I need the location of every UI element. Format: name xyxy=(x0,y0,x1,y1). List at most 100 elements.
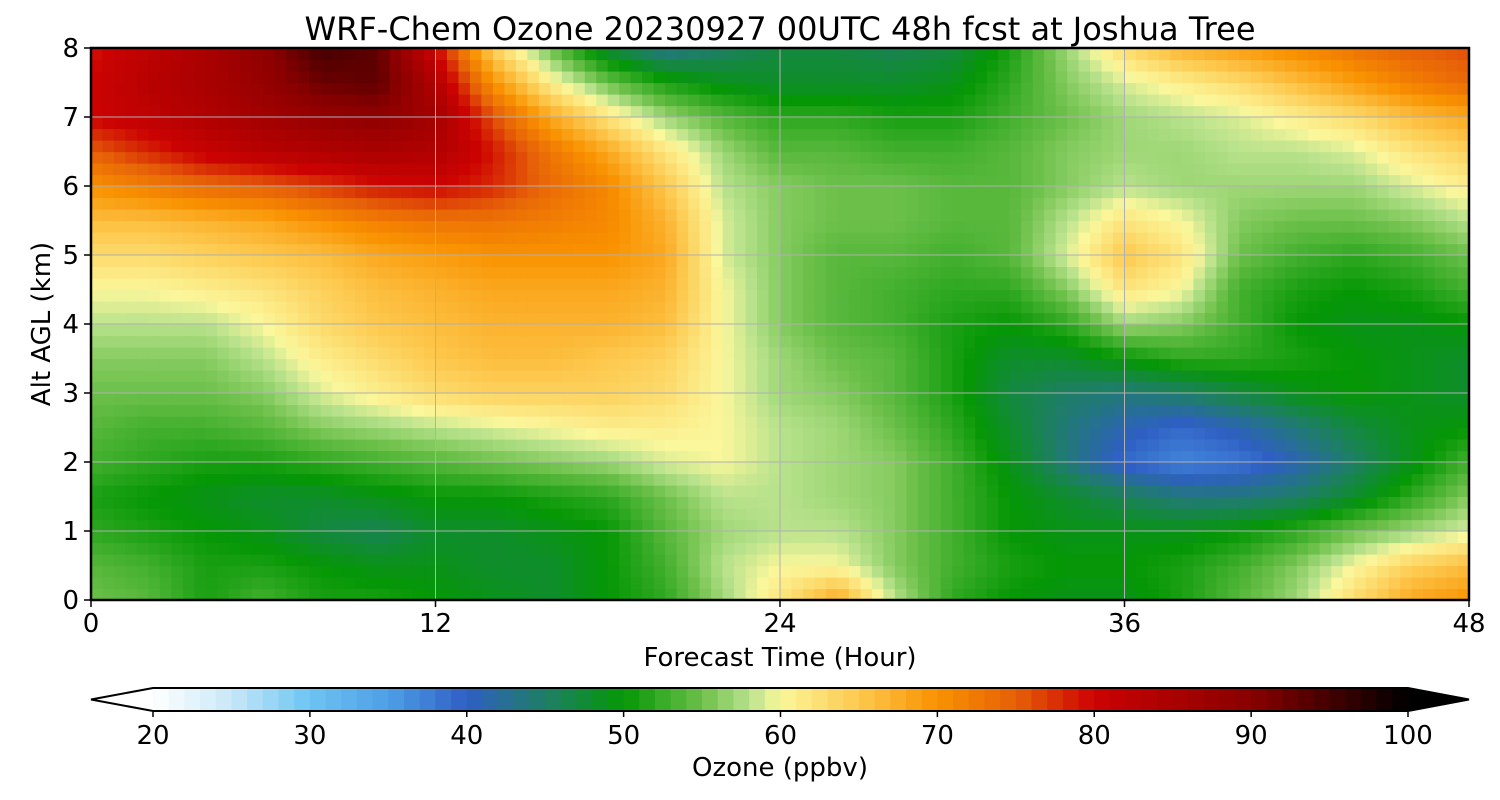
ozone-cell xyxy=(263,450,276,463)
ozone-cell xyxy=(986,243,999,256)
ozone-cell xyxy=(676,404,689,417)
ozone-cell xyxy=(1262,404,1275,417)
ozone-cell xyxy=(1158,577,1172,590)
ozone-cell xyxy=(1354,186,1367,199)
ozone-cell xyxy=(469,439,483,452)
ozone-cell xyxy=(1365,473,1378,486)
ozone-cell xyxy=(274,151,287,164)
ozone-cell xyxy=(1400,439,1413,452)
ozone-cell xyxy=(550,358,563,371)
ozone-cell xyxy=(1423,519,1436,532)
ozone-cell xyxy=(1227,588,1240,600)
ozone-cell xyxy=(527,450,540,463)
ozone-cell xyxy=(1250,554,1263,567)
ozone-cell xyxy=(492,186,505,199)
ozone-cell xyxy=(1354,565,1367,578)
ozone-cell xyxy=(802,243,816,256)
ozone-cell xyxy=(1296,439,1309,452)
ozone-cell xyxy=(768,427,781,440)
ozone-cell xyxy=(1239,186,1252,199)
ozone-cell xyxy=(538,439,551,452)
ozone-cell xyxy=(688,519,701,532)
ozone-cell xyxy=(1296,209,1309,222)
ozone-cell xyxy=(435,117,448,130)
ozone-cell xyxy=(113,416,127,429)
ozone-cell xyxy=(435,542,448,555)
ozone-cell xyxy=(998,289,1011,302)
ozone-cell xyxy=(91,439,104,452)
ozone-cell xyxy=(1434,209,1447,222)
ozone-cell xyxy=(332,588,345,600)
ozone-cell xyxy=(1423,335,1436,348)
ozone-cell xyxy=(113,496,127,509)
ozone-cell xyxy=(1147,140,1160,153)
ozone-cell xyxy=(573,404,586,417)
ozone-cell xyxy=(711,301,724,314)
ozone-cell xyxy=(653,393,666,406)
ozone-cell xyxy=(1423,496,1436,509)
ozone-cell xyxy=(125,508,138,521)
ozone-cell xyxy=(1078,174,1091,187)
ozone-cell xyxy=(1400,312,1413,325)
ozone-cell xyxy=(883,554,896,567)
ozone-cell xyxy=(102,542,115,555)
ozone-cell xyxy=(343,186,356,199)
ozone-cell xyxy=(125,554,138,567)
ozone-cell xyxy=(1147,496,1160,509)
ozone-cell xyxy=(309,255,322,268)
ozone-cell xyxy=(1273,554,1286,567)
ozone-cell xyxy=(642,186,655,199)
ozone-cell xyxy=(424,358,437,371)
ozone-cell xyxy=(584,427,597,440)
ozone-cell xyxy=(1147,128,1160,141)
ozone-cell xyxy=(619,255,632,268)
ozone-cell xyxy=(492,450,505,463)
ozone-cell xyxy=(1170,542,1183,555)
ozone-cell xyxy=(768,335,781,348)
ozone-cell xyxy=(274,565,287,578)
ozone-cell xyxy=(1273,531,1286,544)
ozone-cell xyxy=(378,508,391,521)
ozone-cell xyxy=(699,393,712,406)
ozone-cell xyxy=(825,358,839,371)
ozone-cell xyxy=(975,174,988,187)
ozone-cell xyxy=(1354,542,1367,555)
ozone-cell xyxy=(1170,209,1183,222)
ozone-cell xyxy=(412,243,425,256)
ozone-cell xyxy=(1239,197,1252,210)
ozone-cell xyxy=(389,174,402,187)
ozone-cell xyxy=(883,266,896,279)
ozone-cell xyxy=(1400,485,1413,498)
ozone-cell xyxy=(929,542,942,555)
ozone-cell xyxy=(1181,508,1194,521)
ozone-cell xyxy=(952,358,965,371)
ozone-cell xyxy=(469,496,483,509)
ozone-cell xyxy=(596,542,609,555)
ozone-cell xyxy=(1411,128,1424,141)
ozone-cell xyxy=(458,140,471,153)
ozone-cell xyxy=(297,531,310,544)
ozone-cell xyxy=(894,174,907,187)
ozone-cell xyxy=(1331,450,1344,463)
ozone-cell xyxy=(848,358,861,371)
ozone-cell xyxy=(780,220,793,233)
ozone-cell xyxy=(986,542,999,555)
ozone-cell xyxy=(837,151,850,164)
ozone-cell xyxy=(1342,370,1355,383)
ozone-cell xyxy=(1124,473,1137,486)
ozone-cell xyxy=(607,439,620,452)
ozone-cell xyxy=(538,554,551,567)
ozone-cell xyxy=(1377,278,1390,291)
ozone-cell xyxy=(607,404,620,417)
ozone-cell xyxy=(1101,209,1114,222)
ozone-cell xyxy=(1354,370,1367,383)
ozone-cell xyxy=(619,427,632,440)
ozone-cell xyxy=(320,278,333,291)
ozone-cell xyxy=(825,404,839,417)
ozone-cell xyxy=(883,565,896,578)
ozone-cell xyxy=(1055,554,1068,567)
ozone-cell xyxy=(194,140,207,153)
ozone-cell xyxy=(1434,496,1447,509)
ozone-cell xyxy=(274,404,287,417)
ozone-cell xyxy=(297,393,310,406)
